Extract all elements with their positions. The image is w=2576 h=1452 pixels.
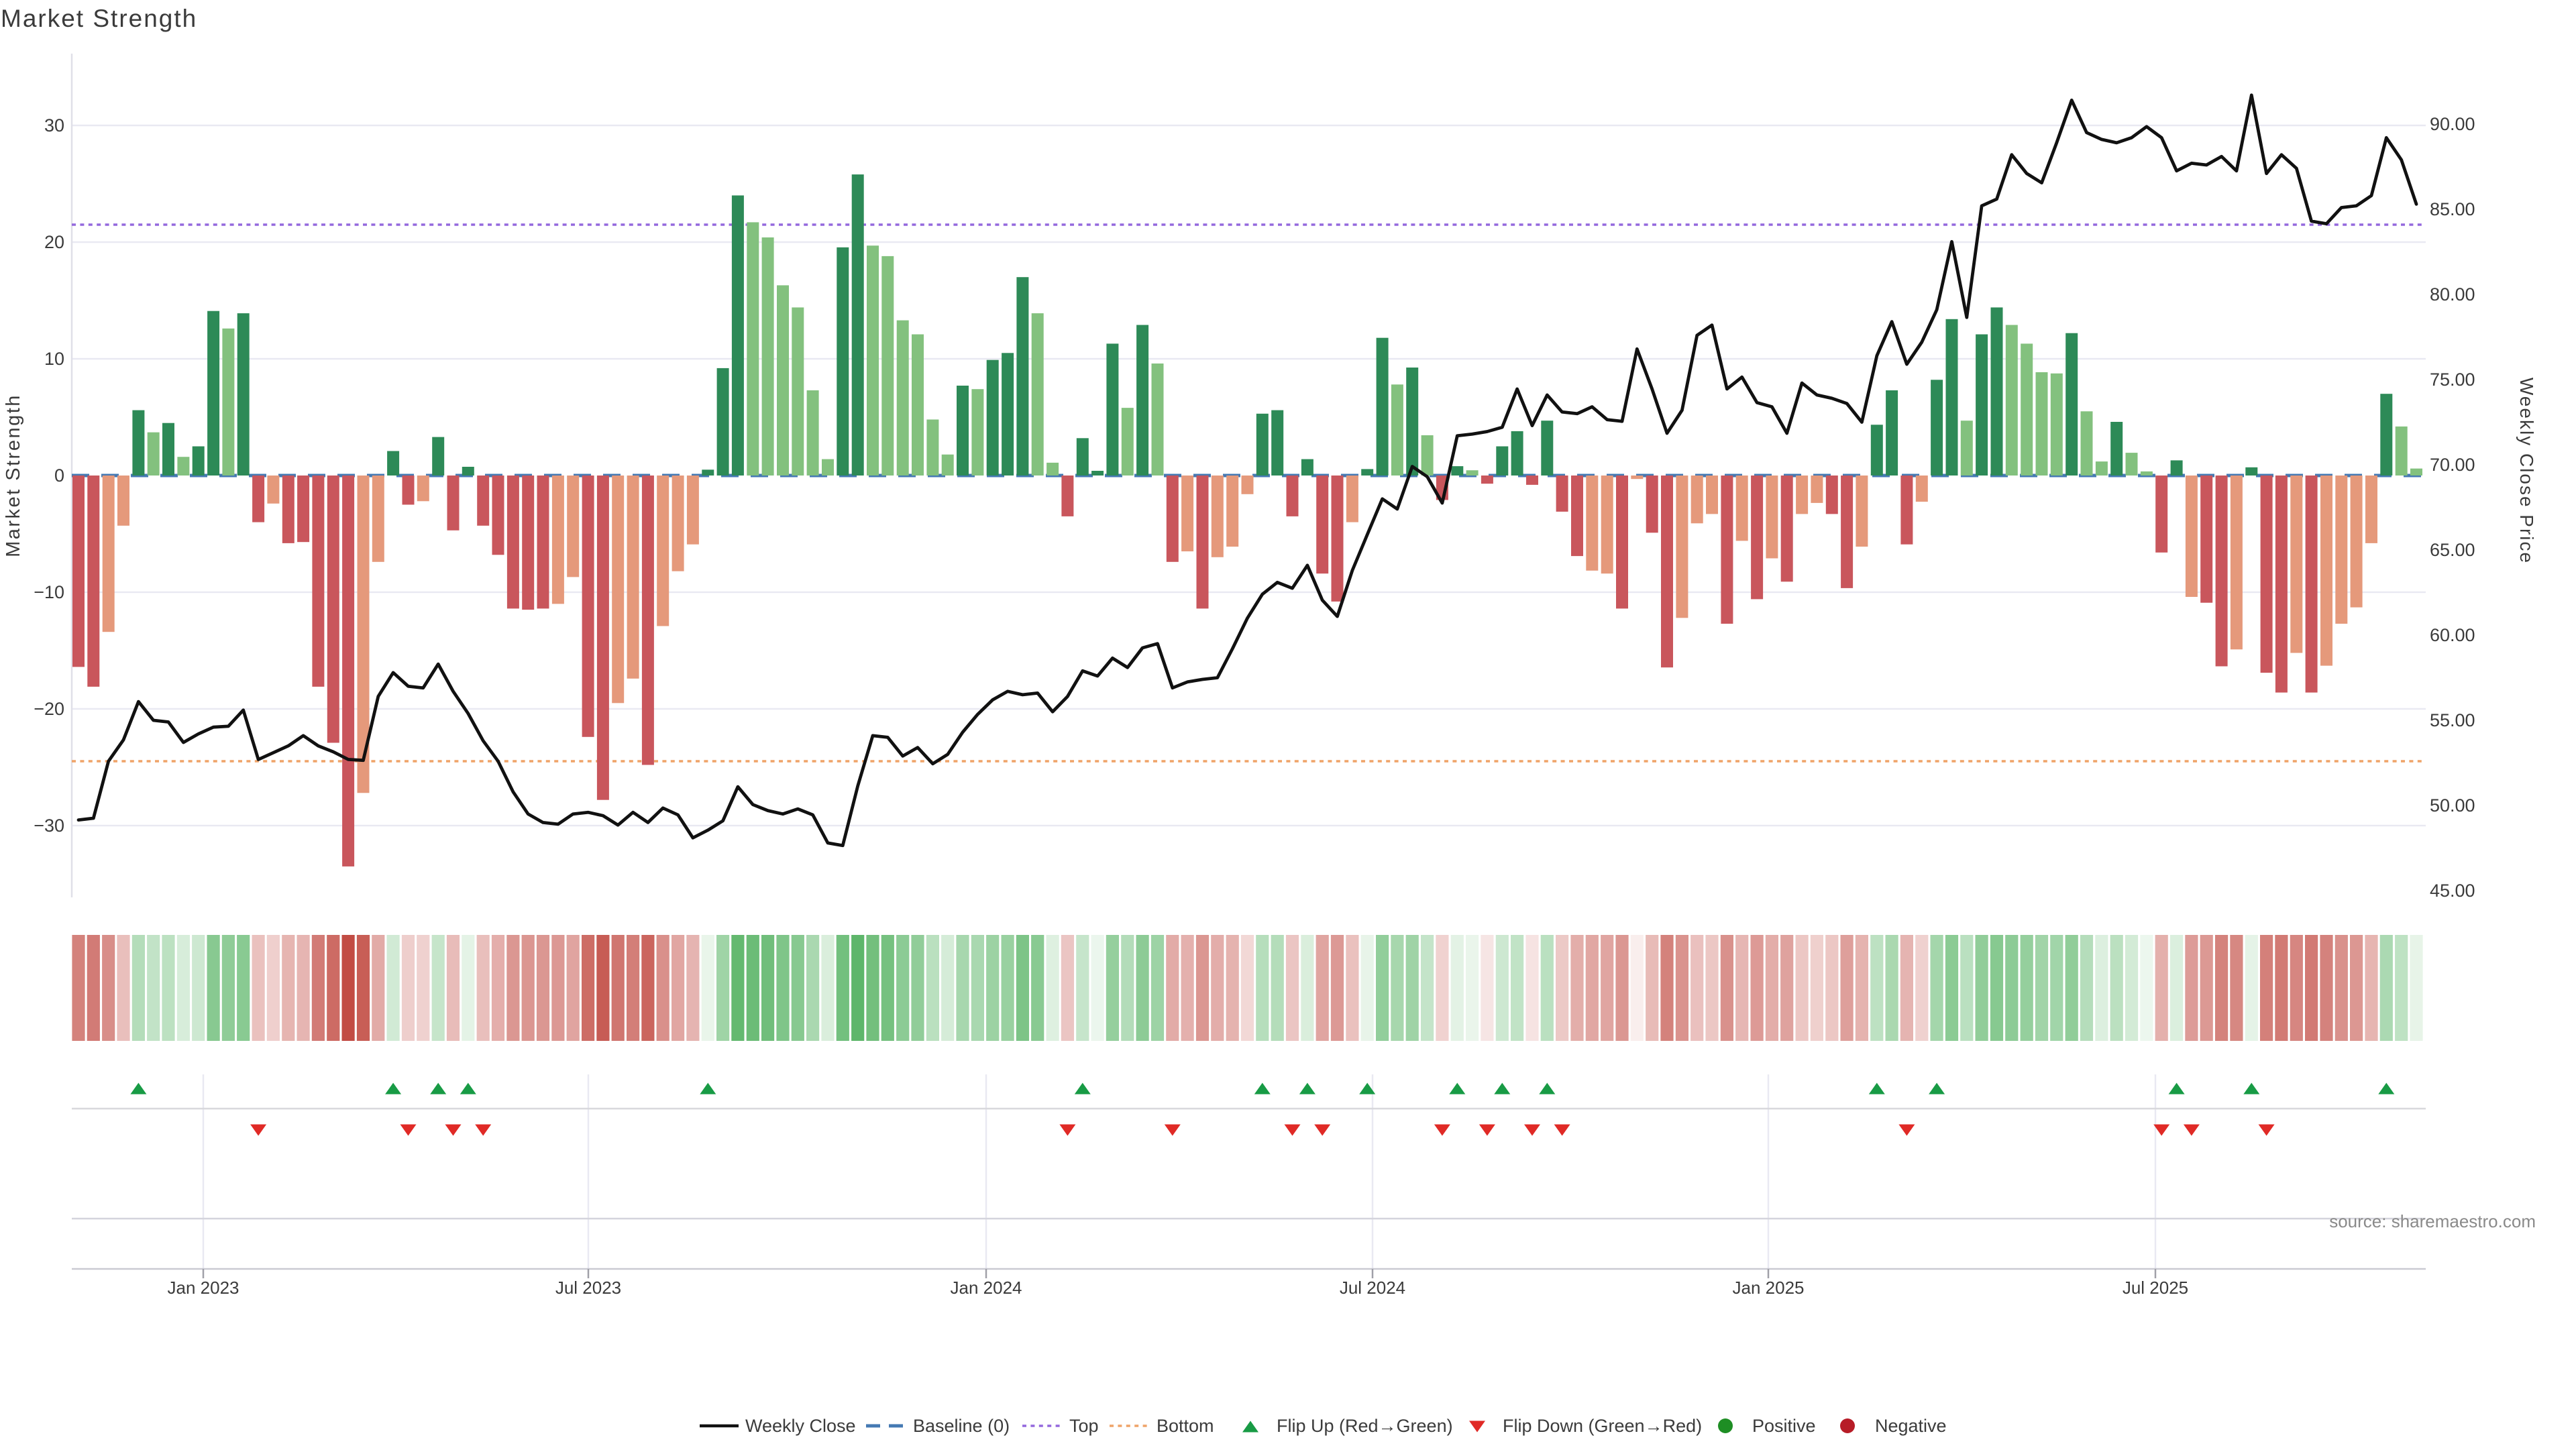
svg-text:Jul 2024: Jul 2024	[1340, 1278, 1405, 1298]
svg-text:Market Strength: Market Strength	[3, 394, 24, 557]
svg-text:Jul 2025: Jul 2025	[2123, 1278, 2188, 1298]
svg-text:Positive: Positive	[1752, 1416, 1816, 1436]
svg-text:30: 30	[44, 115, 64, 135]
svg-text:90.00: 90.00	[2430, 114, 2475, 134]
svg-text:60.00: 60.00	[2430, 625, 2475, 645]
svg-text:−20: −20	[34, 699, 64, 719]
svg-text:50.00: 50.00	[2430, 795, 2475, 816]
svg-text:10: 10	[44, 349, 64, 369]
svg-text:Top: Top	[1069, 1416, 1099, 1436]
svg-text:Flip Up (Red→Green): Flip Up (Red→Green)	[1277, 1416, 1453, 1436]
svg-text:Flip Down (Green→Red): Flip Down (Green→Red)	[1503, 1416, 1702, 1436]
svg-text:85.00: 85.00	[2430, 199, 2475, 219]
svg-text:Negative: Negative	[1875, 1416, 1947, 1436]
svg-text:80.00: 80.00	[2430, 284, 2475, 304]
svg-text:Bottom: Bottom	[1157, 1416, 1214, 1436]
svg-text:Baseline (0): Baseline (0)	[913, 1416, 1010, 1436]
svg-text:source: sharemaestro.com: source: sharemaestro.com	[2329, 1211, 2536, 1231]
svg-text:Market Strength: Market Strength	[1, 5, 197, 32]
svg-text:0: 0	[54, 465, 64, 486]
svg-text:Jan 2024: Jan 2024	[951, 1278, 1022, 1298]
svg-text:Jul 2023: Jul 2023	[555, 1278, 621, 1298]
svg-text:−30: −30	[34, 816, 64, 836]
svg-text:65.00: 65.00	[2430, 540, 2475, 560]
svg-text:Weekly Close: Weekly Close	[745, 1416, 856, 1436]
svg-text:55.00: 55.00	[2430, 710, 2475, 730]
svg-text:−10: −10	[34, 582, 64, 602]
svg-text:45.00: 45.00	[2430, 881, 2475, 901]
svg-text:Jan 2023: Jan 2023	[168, 1278, 239, 1298]
svg-text:70.00: 70.00	[2430, 455, 2475, 475]
svg-text:Jan 2025: Jan 2025	[1733, 1278, 1805, 1298]
svg-text:Weekly Close Price: Weekly Close Price	[2516, 378, 2537, 564]
svg-text:20: 20	[44, 232, 64, 252]
svg-text:75.00: 75.00	[2430, 370, 2475, 390]
